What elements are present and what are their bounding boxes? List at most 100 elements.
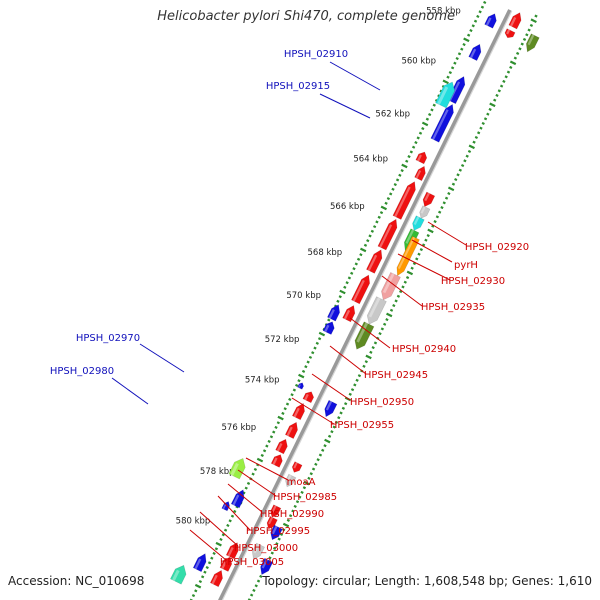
reverse-tick (488, 107, 492, 112)
forward-tick (281, 411, 285, 415)
forward-tick (223, 528, 228, 532)
forward-tick (411, 145, 416, 149)
reverse-tick (403, 280, 407, 284)
reverse-tick (382, 322, 387, 326)
forward-tick (306, 360, 310, 364)
reverse-tick (378, 332, 382, 336)
forward-tick (191, 593, 196, 598)
reverse-tick (419, 247, 423, 252)
forward-tick (409, 150, 413, 154)
reverse-tick (254, 584, 258, 588)
forward-tick (359, 247, 367, 253)
gene-feature-highlight (227, 546, 234, 557)
forward-tick (350, 271, 354, 275)
reverse-tick (385, 318, 389, 322)
gene-feature-highlight (232, 494, 240, 506)
forward-tick (416, 136, 420, 140)
reverse-tick (259, 574, 263, 578)
reverse-tick (438, 210, 442, 214)
forward-tick (446, 75, 450, 79)
map-title: Helicobacter pylori Shi470, complete gen… (157, 9, 455, 24)
forward-tick (391, 187, 395, 191)
accession-text: Accession: NC_010698 (8, 574, 145, 588)
gene-feature-orange (396, 235, 420, 277)
gene-feature-highlight (424, 192, 430, 202)
reverse-tick (515, 51, 520, 55)
forward-tick (476, 14, 480, 19)
forward-tick (267, 439, 271, 443)
reverse-tick (486, 112, 490, 116)
forward-tick (471, 24, 475, 28)
gene-feature-highlight (325, 400, 333, 411)
reverse-tick (481, 121, 485, 126)
ruler-label: 564 kbp (353, 155, 388, 165)
ruler-label: 580 kbp (176, 516, 211, 526)
gene-feature-highlight (379, 224, 393, 248)
forward-tick (352, 267, 356, 271)
forward-tick (313, 346, 317, 350)
ruler-labels: 558 kbp 560 kbp 562 kbp 564 kbp 566 kbp 568 k… (176, 6, 461, 526)
reverse-tick (454, 177, 458, 182)
reverse-tick (504, 75, 508, 79)
reverse-tick (353, 383, 357, 387)
forward-tick (290, 393, 294, 397)
gene-label: pyrH (454, 260, 478, 271)
reverse-tick (509, 65, 513, 70)
reverse-tick (332, 425, 336, 429)
reverse-tick (291, 509, 295, 513)
gene-feature-highlight (261, 558, 268, 569)
forward-tick (457, 52, 462, 56)
gene-feature-red (266, 515, 278, 530)
gene-feature-highlight (394, 186, 411, 218)
forward-tick (308, 355, 313, 359)
reverse-tick (339, 411, 343, 415)
gene-feature-red (377, 218, 398, 251)
reverse-tick (465, 154, 469, 158)
forward-tick (339, 289, 346, 295)
gene-feature-red (284, 421, 298, 440)
reverse-tick (415, 257, 419, 261)
gene-feature-mint (169, 564, 187, 585)
gene-feature-blue (270, 524, 283, 541)
reverse-tick (417, 252, 421, 256)
gene-label: HPSH_02910 (284, 49, 348, 60)
ruler-label: 568 kbp (308, 248, 343, 258)
ruler-label: 572 kbp (265, 335, 300, 345)
gene-feature-red (291, 461, 303, 473)
gene-callout-line (111, 377, 149, 405)
forward-tick (315, 341, 319, 345)
forward-tick (244, 486, 248, 490)
reverse-tick (380, 327, 385, 331)
gene-label: HPSH_02935 (421, 302, 485, 313)
forward-tick (418, 131, 423, 135)
gene-feature-red (504, 28, 516, 39)
reverse-tick (394, 299, 398, 303)
reverse-tick (275, 542, 279, 546)
reverse-tick (506, 70, 511, 74)
gene-feature-highlight (416, 154, 422, 162)
reverse-tick (399, 290, 403, 294)
gene-feature-olive (525, 33, 540, 53)
gene-callout-line (381, 275, 423, 307)
forward-tick (480, 5, 485, 9)
gene-feature-red (302, 391, 315, 404)
gene-feature-highlight (509, 16, 517, 27)
forward-tick (467, 33, 471, 37)
reverse-tick (357, 374, 362, 378)
reverse-tick (321, 448, 325, 452)
gene-label: HPSH_02940 (392, 344, 456, 355)
forward-tick (389, 192, 393, 196)
forward-tick (219, 537, 223, 542)
gene-feature-highlight (368, 297, 381, 318)
gene-label: HPSH_02980 (50, 366, 114, 377)
forward-tick (317, 337, 322, 341)
gene-label: HPSH_02985 (273, 492, 337, 503)
gene-feature-highlight (268, 516, 274, 525)
forward-tick (370, 229, 374, 233)
reverse-tick (426, 233, 430, 238)
reverse-tick (477, 131, 481, 135)
reverse-tick (389, 308, 394, 312)
gene-feature-lime (228, 457, 246, 480)
gene-callout-line (329, 61, 381, 91)
